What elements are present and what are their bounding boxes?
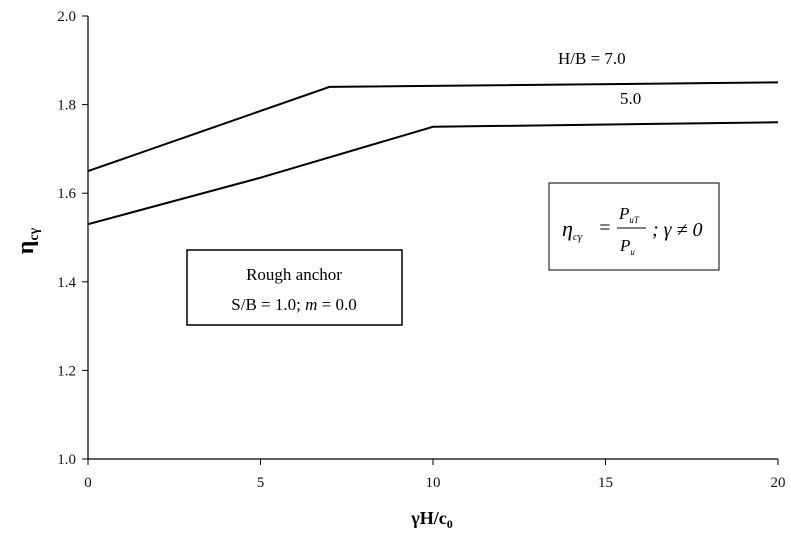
x-tick-label: 5	[257, 475, 265, 491]
y-tick-label: 1.8	[57, 98, 76, 114]
anchor-box-line2: S/B = 1.0; m = 0.0	[231, 295, 356, 314]
series-label-5: 5.0	[620, 89, 641, 108]
svg-text:ηcγ: ηcγ	[13, 227, 42, 254]
x-tick-label: 10	[426, 475, 441, 491]
series-line-1	[87, 121, 779, 226]
equation-annotation-box: ηcγ = PuT Pu ; γ ≠ 0	[548, 182, 720, 271]
equation-lhs: ηcγ	[562, 216, 583, 243]
x-axis-title-main: γH/c	[410, 508, 446, 528]
ticks: 1.0 1.2 1.4 1.6 1.8 2.0 0 5 10 15 20	[57, 9, 785, 491]
y-axis-title: ηcγ	[13, 227, 42, 254]
y-axis-title-main: η	[13, 241, 39, 255]
y-tick-label: 1.0	[57, 452, 76, 468]
equation-numerator: PuT	[618, 204, 640, 225]
x-tick-label: 0	[84, 475, 92, 491]
y-tick-label: 1.4	[57, 275, 76, 291]
equation-condition: ; γ ≠ 0	[652, 219, 703, 241]
equation-denominator: Pu	[619, 236, 635, 257]
x-axis-title-sub: 0	[447, 517, 453, 531]
series-label-h-b-7: H/B = 7.0	[558, 49, 626, 68]
y-tick-label: 2.0	[57, 9, 76, 25]
x-axis-title: γH/c0	[410, 508, 452, 531]
y-tick-label: 1.2	[57, 363, 76, 379]
y-axis-title-sub: cγ	[27, 227, 42, 240]
series-line-0	[87, 81, 779, 173]
x-tick-label: 20	[771, 475, 786, 491]
anchor-annotation-box: Rough anchor S/B = 1.0; m = 0.0	[186, 249, 403, 326]
x-tick-label: 15	[598, 475, 613, 491]
equation-equals: =	[598, 217, 612, 239]
y-tick-label: 1.6	[57, 186, 76, 202]
anchor-box-line1: Rough anchor	[246, 265, 342, 284]
series-lines	[87, 81, 779, 226]
